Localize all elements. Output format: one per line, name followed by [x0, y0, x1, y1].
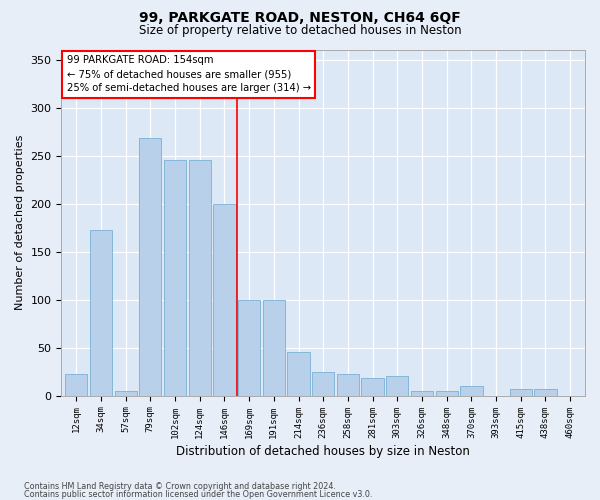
Bar [90, 230, 112, 396]
Bar [115, 391, 137, 396]
Bar [361, 378, 384, 396]
Bar [312, 372, 334, 396]
Bar [509, 389, 532, 396]
Bar [411, 391, 433, 396]
Text: 99 PARKGATE ROAD: 154sqm
← 75% of detached houses are smaller (955)
25% of semi-: 99 PARKGATE ROAD: 154sqm ← 75% of detach… [67, 55, 311, 93]
Bar [213, 204, 236, 396]
Text: Size of property relative to detached houses in Neston: Size of property relative to detached ho… [139, 24, 461, 37]
Bar [65, 374, 88, 396]
Bar [164, 160, 186, 396]
Bar [139, 138, 161, 396]
Y-axis label: Number of detached properties: Number of detached properties [15, 135, 25, 310]
Text: 99, PARKGATE ROAD, NESTON, CH64 6QF: 99, PARKGATE ROAD, NESTON, CH64 6QF [139, 12, 461, 26]
Bar [436, 391, 458, 396]
Bar [238, 300, 260, 396]
Bar [337, 374, 359, 396]
Bar [535, 389, 557, 396]
Text: Contains public sector information licensed under the Open Government Licence v3: Contains public sector information licen… [24, 490, 373, 499]
Text: Contains HM Land Registry data © Crown copyright and database right 2024.: Contains HM Land Registry data © Crown c… [24, 482, 336, 491]
Bar [386, 376, 409, 396]
Bar [460, 386, 482, 396]
X-axis label: Distribution of detached houses by size in Neston: Distribution of detached houses by size … [176, 444, 470, 458]
Bar [188, 160, 211, 396]
Bar [263, 300, 285, 396]
Bar [287, 352, 310, 396]
